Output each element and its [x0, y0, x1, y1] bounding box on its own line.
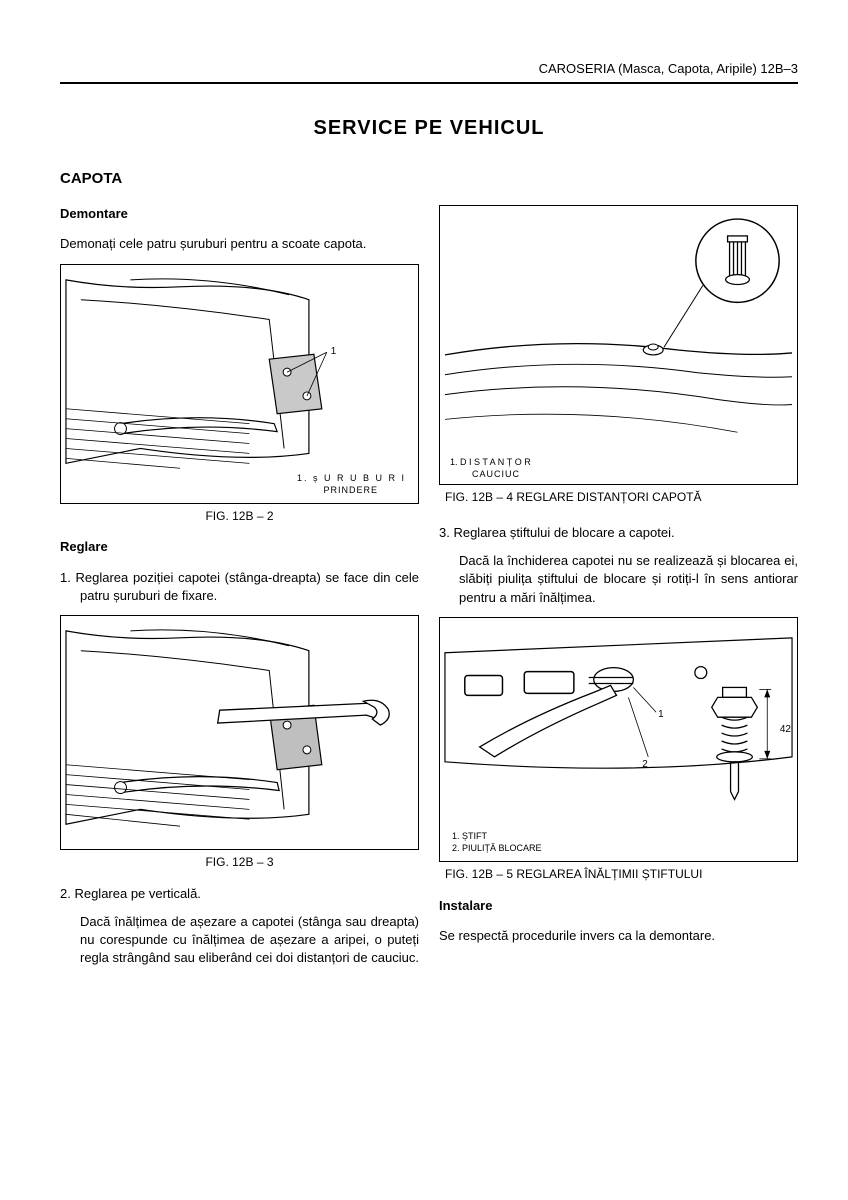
list-reglare-3: 3. Reglarea știftului de blocare a capot… [439, 524, 798, 542]
fig5-dimension: 42 [780, 723, 791, 737]
fig5-svg: 1 2 [440, 618, 797, 861]
list-item-3-body: Dacă la închiderea capotei nu se realize… [439, 552, 798, 607]
fig2-label2: PRINDERE [323, 484, 378, 497]
list-reglare-1: 1. Reglarea poziției capotei (stânga-dre… [60, 569, 419, 605]
fig5-legend2: 2. PIULIȚĂ BLOCARE [452, 842, 542, 855]
svg-text:2: 2 [642, 759, 648, 770]
figure-12b-5: 1 2 [439, 617, 798, 862]
heading-instalare: Instalare [439, 897, 798, 915]
fig4-caption: FIG. 12B – 4 REGLARE DISTANȚORI CAPOTĂ [439, 489, 798, 506]
fig5-legend1: 1. ȘTIFT [452, 830, 487, 843]
main-title: SERVICE PE VEHICUL [60, 114, 798, 142]
para-demontare: Demonați cele patru șuruburi pentru a sc… [60, 235, 419, 253]
fig3-svg [61, 616, 418, 849]
figure-12b-3 [60, 615, 419, 850]
fig2-caption: FIG. 12B – 2 [60, 508, 419, 525]
svg-text:1: 1 [331, 346, 337, 357]
list-item-3: 3. Reglarea știftului de blocare a capot… [439, 524, 798, 542]
fig3-caption: FIG. 12B – 3 [60, 854, 419, 871]
fig4-svg [440, 206, 797, 484]
figure-12b-2: 1 1. ș U R U B U R I PRINDERE [60, 264, 419, 504]
heading-demontare: Demontare [60, 205, 419, 223]
fig2-label: 1. ș U R U B U R I [297, 472, 406, 485]
page-header: CAROSERIA (Masca, Capota, Aripile) 12B–3 [60, 60, 798, 84]
list-reglare-2: 2. Reglarea pe verticală. [60, 885, 419, 903]
list-item-2-body: Dacă înălțimea de așezare a capotei (stâ… [60, 913, 419, 968]
heading-reglare: Reglare [60, 538, 419, 556]
svg-text:1: 1 [658, 709, 664, 720]
fig4-legend2: CAUCIUC [472, 468, 520, 481]
fig2-svg: 1 [61, 265, 418, 503]
list-item-2: 2. Reglarea pe verticală. [60, 885, 419, 903]
content-columns: Demontare Demonați cele patru șuruburi p… [60, 205, 798, 977]
para-instalare: Se respectă procedurile invers ca la dem… [439, 927, 798, 945]
section-title: CAPOTA [60, 168, 798, 189]
figure-12b-4: 1. D I S T A N Ț O R CAUCIUC [439, 205, 798, 485]
list-item-1: 1. Reglarea poziției capotei (stânga-dre… [60, 569, 419, 605]
fig5-caption: FIG. 12B – 5 REGLAREA ÎNĂLȚIMII ȘTIFTULU… [439, 866, 798, 883]
fig4-legend1: 1. D I S T A N Ț O R [450, 456, 531, 469]
right-column: 1. D I S T A N Ț O R CAUCIUC FIG. 12B – … [439, 205, 798, 977]
left-column: Demontare Demonați cele patru șuruburi p… [60, 205, 419, 977]
